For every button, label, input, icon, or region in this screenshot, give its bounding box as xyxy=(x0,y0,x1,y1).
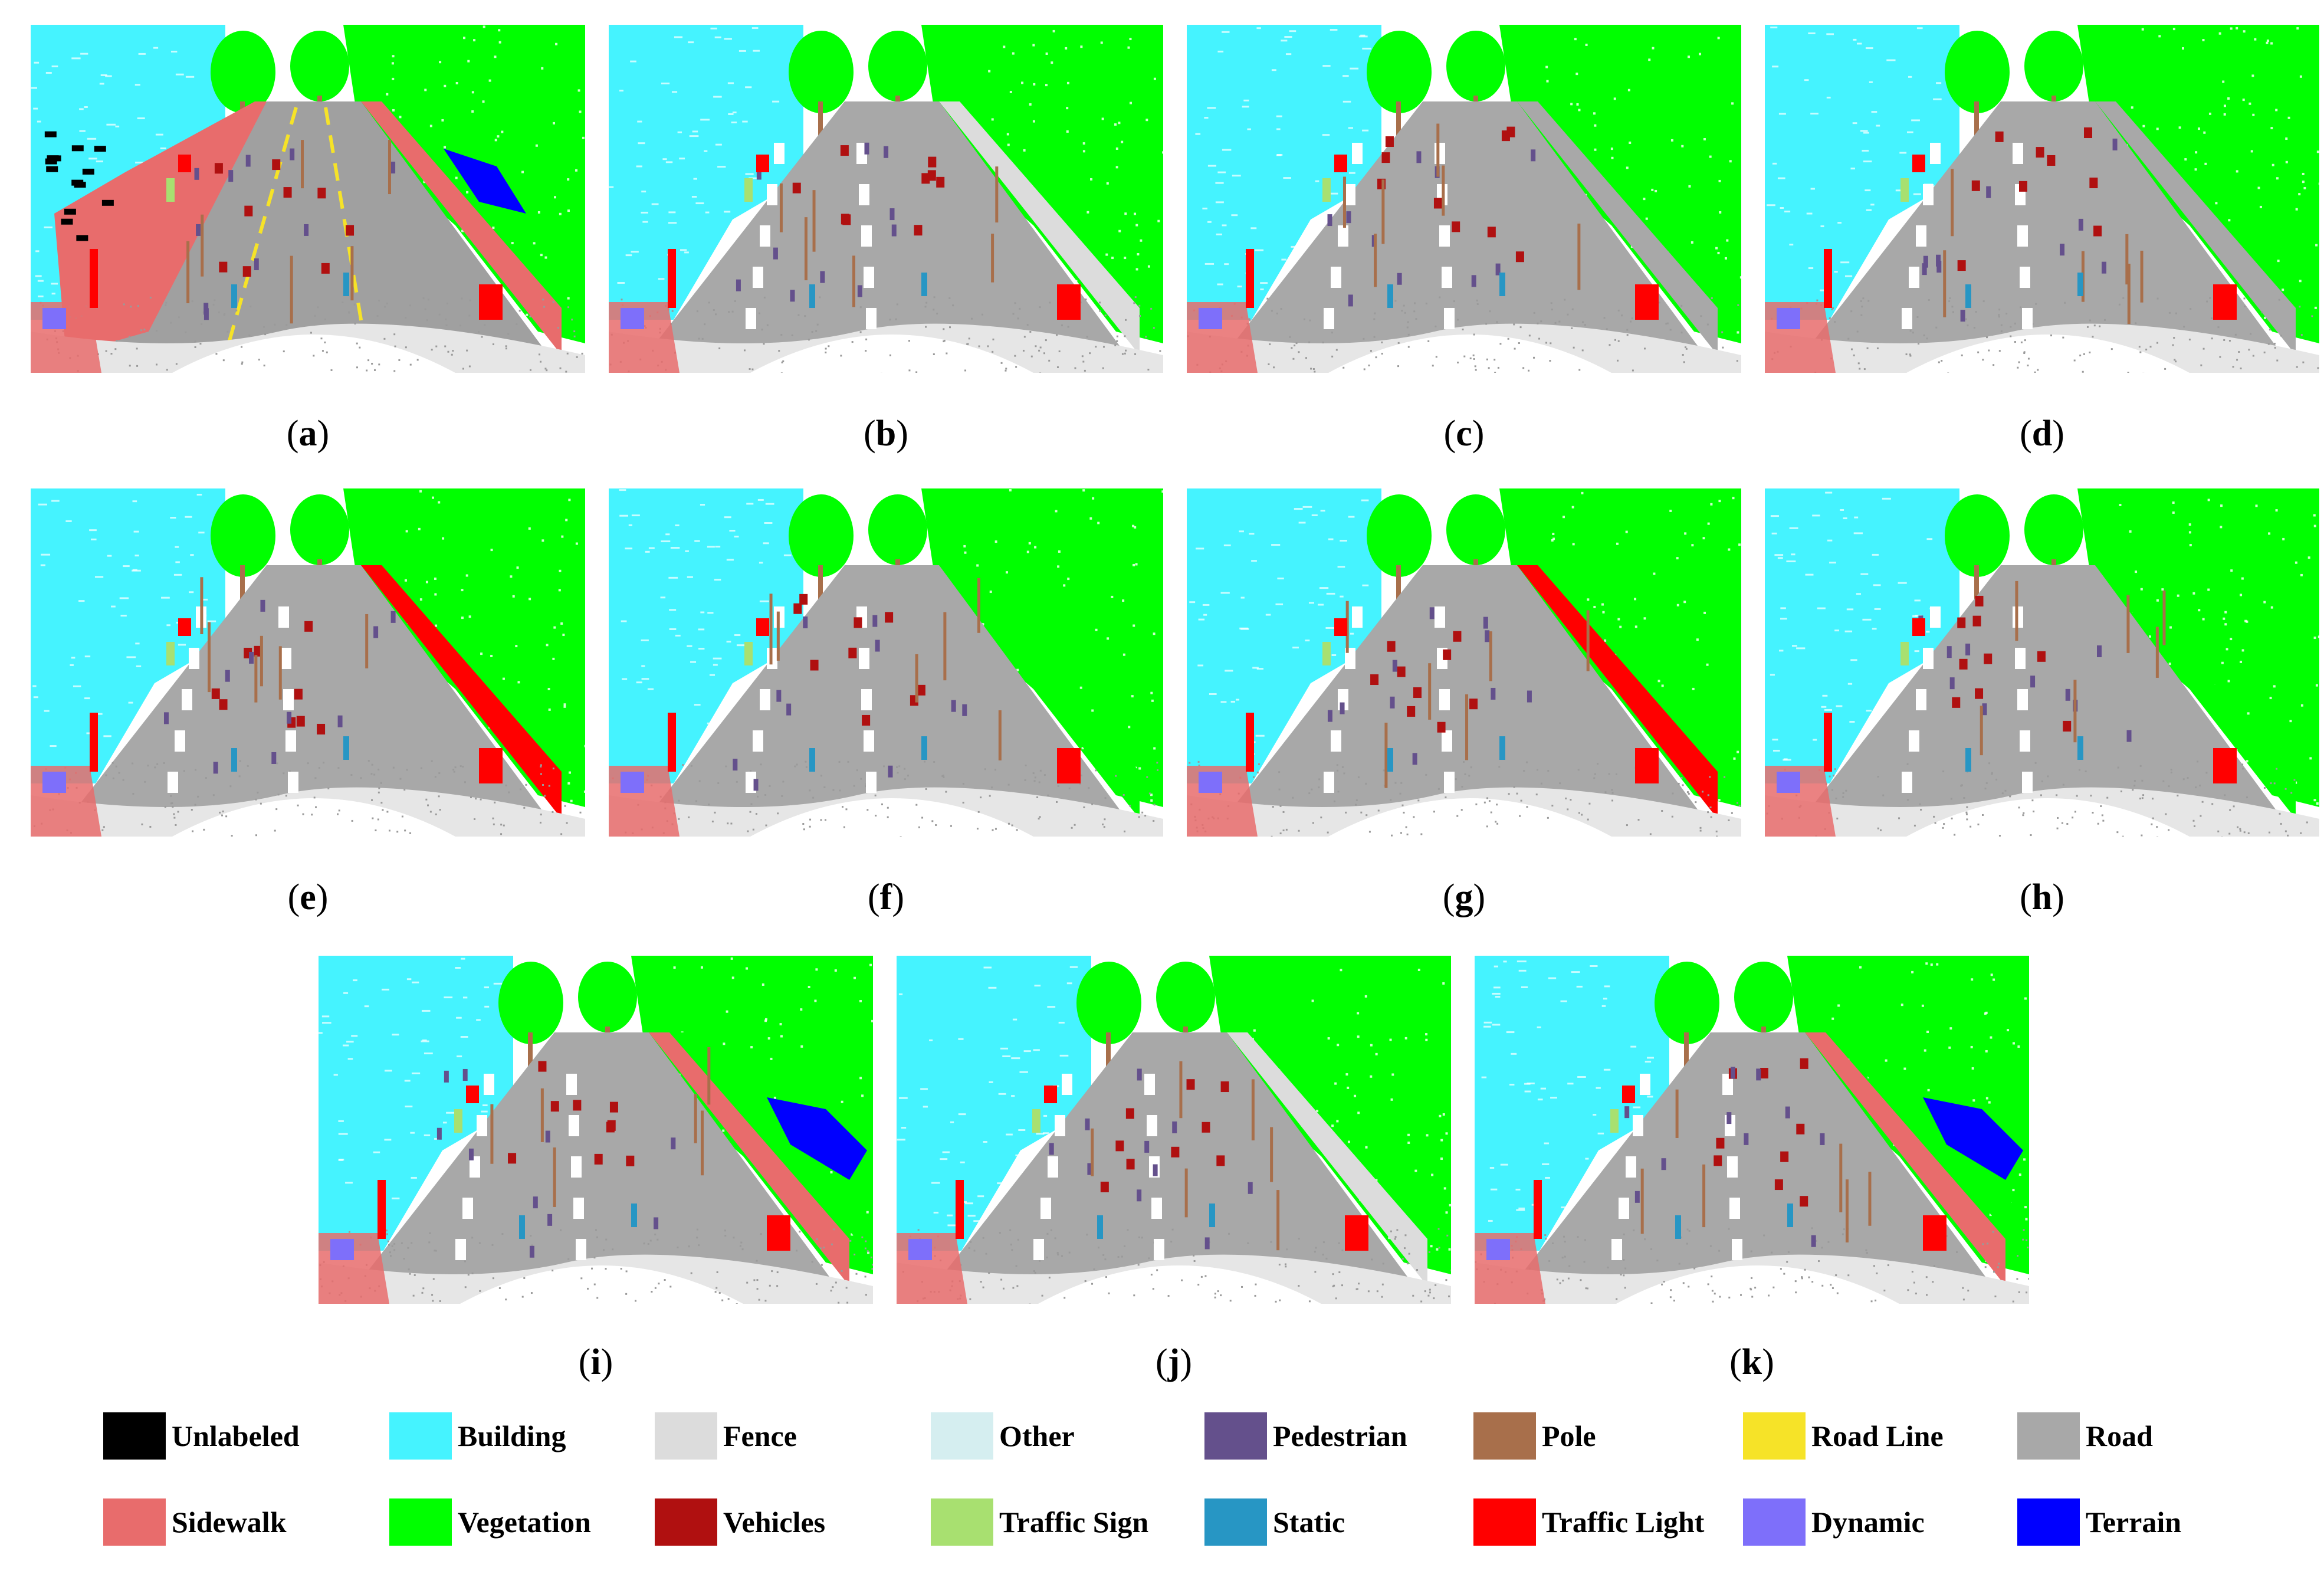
point-cloud-image-i xyxy=(319,956,873,1304)
legend-swatch xyxy=(1743,1412,1806,1460)
panel-label: a xyxy=(298,414,317,454)
point-cloud-image-j xyxy=(897,956,1451,1304)
legend-label: Terrain xyxy=(2086,1506,2182,1539)
panel-label: f xyxy=(879,877,892,917)
point-cloud-image-b xyxy=(609,25,1163,373)
legend-swatch xyxy=(655,1498,717,1546)
panel-caption-j: (j) xyxy=(1156,1342,1192,1382)
legend-swatch xyxy=(931,1412,993,1460)
legend-label: Static xyxy=(1273,1506,1345,1539)
panel-label: j xyxy=(1167,1342,1180,1382)
panel-g xyxy=(1187,488,1741,837)
panel-caption-k: (k) xyxy=(1729,1342,1774,1382)
legend-label: Pedestrian xyxy=(1273,1419,1407,1452)
legend-label: Fence xyxy=(723,1419,797,1452)
panel-caption-e: (e) xyxy=(287,877,329,917)
legend-swatch xyxy=(2017,1498,2080,1546)
legend-swatch xyxy=(2017,1412,2080,1460)
panel-k xyxy=(1475,956,2029,1304)
legend-swatch xyxy=(1743,1498,1806,1546)
legend-swatch xyxy=(1473,1412,1536,1460)
legend-swatch xyxy=(103,1498,166,1546)
legend-label: Road Line xyxy=(1811,1419,1944,1452)
point-cloud-image-d xyxy=(1765,25,2319,373)
panel-label: d xyxy=(2031,414,2053,454)
panel-caption-g: (g) xyxy=(1442,877,1486,917)
point-cloud-image-a xyxy=(31,25,585,373)
panel-label: g xyxy=(1455,877,1473,917)
legend-label: Other xyxy=(999,1419,1075,1452)
panel-i xyxy=(319,956,873,1304)
panel-label: b xyxy=(875,414,897,454)
legend-swatch xyxy=(1473,1498,1536,1546)
panel-a xyxy=(31,25,585,373)
panel-b xyxy=(609,25,1163,373)
panel-label: k xyxy=(1741,1342,1762,1382)
panel-label: e xyxy=(300,877,316,917)
point-cloud-image-h xyxy=(1765,488,2319,837)
panel-label: c xyxy=(1456,414,1472,454)
panel-caption-h: (h) xyxy=(2020,877,2064,917)
point-cloud-image-f xyxy=(609,488,1163,837)
point-cloud-image-k xyxy=(1475,956,2029,1304)
panel-j xyxy=(897,956,1451,1304)
point-cloud-image-e xyxy=(31,488,585,837)
panel-label: i xyxy=(590,1342,601,1382)
legend-swatch xyxy=(1204,1498,1267,1546)
panel-caption-a: (a) xyxy=(286,414,330,454)
panel-caption-i: (i) xyxy=(578,1342,613,1382)
legend-swatch xyxy=(1204,1412,1267,1460)
panel-e xyxy=(31,488,585,837)
panel-d xyxy=(1765,25,2319,373)
panel-f xyxy=(609,488,1163,837)
legend-swatch xyxy=(931,1498,993,1546)
legend-label: Traffic Sign xyxy=(999,1506,1149,1539)
legend-label: Vegetation xyxy=(458,1506,591,1539)
legend-label: Pole xyxy=(1542,1419,1596,1452)
legend-swatch xyxy=(389,1498,452,1546)
panel-caption-c: (c) xyxy=(1443,414,1485,454)
panel-h xyxy=(1765,488,2319,837)
point-cloud-image-c xyxy=(1187,25,1741,373)
legend-swatch xyxy=(389,1412,452,1460)
point-cloud-image-g xyxy=(1187,488,1741,837)
legend-label: Sidewalk xyxy=(172,1506,287,1539)
legend-swatch xyxy=(103,1412,166,1460)
panel-c xyxy=(1187,25,1741,373)
panel-caption-b: (b) xyxy=(864,414,908,454)
legend-label: Road xyxy=(2086,1419,2153,1452)
panel-label: h xyxy=(2031,877,2053,917)
panel-caption-f: (f) xyxy=(868,877,904,917)
legend-label: Building xyxy=(458,1419,566,1452)
panel-caption-d: (d) xyxy=(2020,414,2064,454)
legend-label: Dynamic xyxy=(1811,1506,1925,1539)
legend-label: Unlabeled xyxy=(172,1419,300,1452)
legend-label: Vehicles xyxy=(723,1506,826,1539)
legend-label: Traffic Light xyxy=(1542,1506,1705,1539)
legend-swatch xyxy=(655,1412,717,1460)
